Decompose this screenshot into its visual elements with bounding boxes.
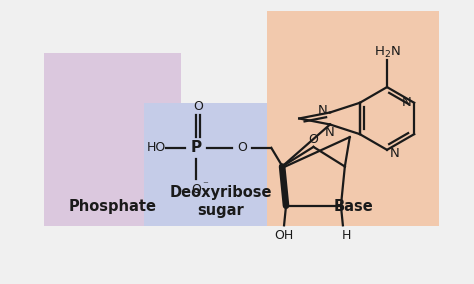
Text: N: N — [390, 147, 400, 160]
Text: O: O — [309, 133, 319, 146]
Bar — [267, 11, 439, 225]
Text: H: H — [342, 229, 352, 242]
Text: N: N — [317, 104, 327, 117]
Text: OH: OH — [274, 229, 294, 242]
Text: Phosphate: Phosphate — [69, 199, 157, 214]
Bar — [144, 103, 297, 225]
Text: N: N — [325, 126, 335, 139]
Text: Deoxyribose
sugar: Deoxyribose sugar — [170, 185, 272, 218]
Text: N: N — [401, 96, 411, 109]
Text: H$_2$N: H$_2$N — [374, 45, 401, 60]
Text: O: O — [191, 183, 201, 196]
Text: HO: HO — [147, 141, 166, 154]
Text: O: O — [193, 100, 203, 113]
Text: Base: Base — [333, 199, 373, 214]
Bar — [44, 53, 181, 225]
Text: P: P — [190, 140, 201, 155]
Text: O: O — [237, 141, 247, 154]
Text: ⁻: ⁻ — [203, 180, 209, 190]
